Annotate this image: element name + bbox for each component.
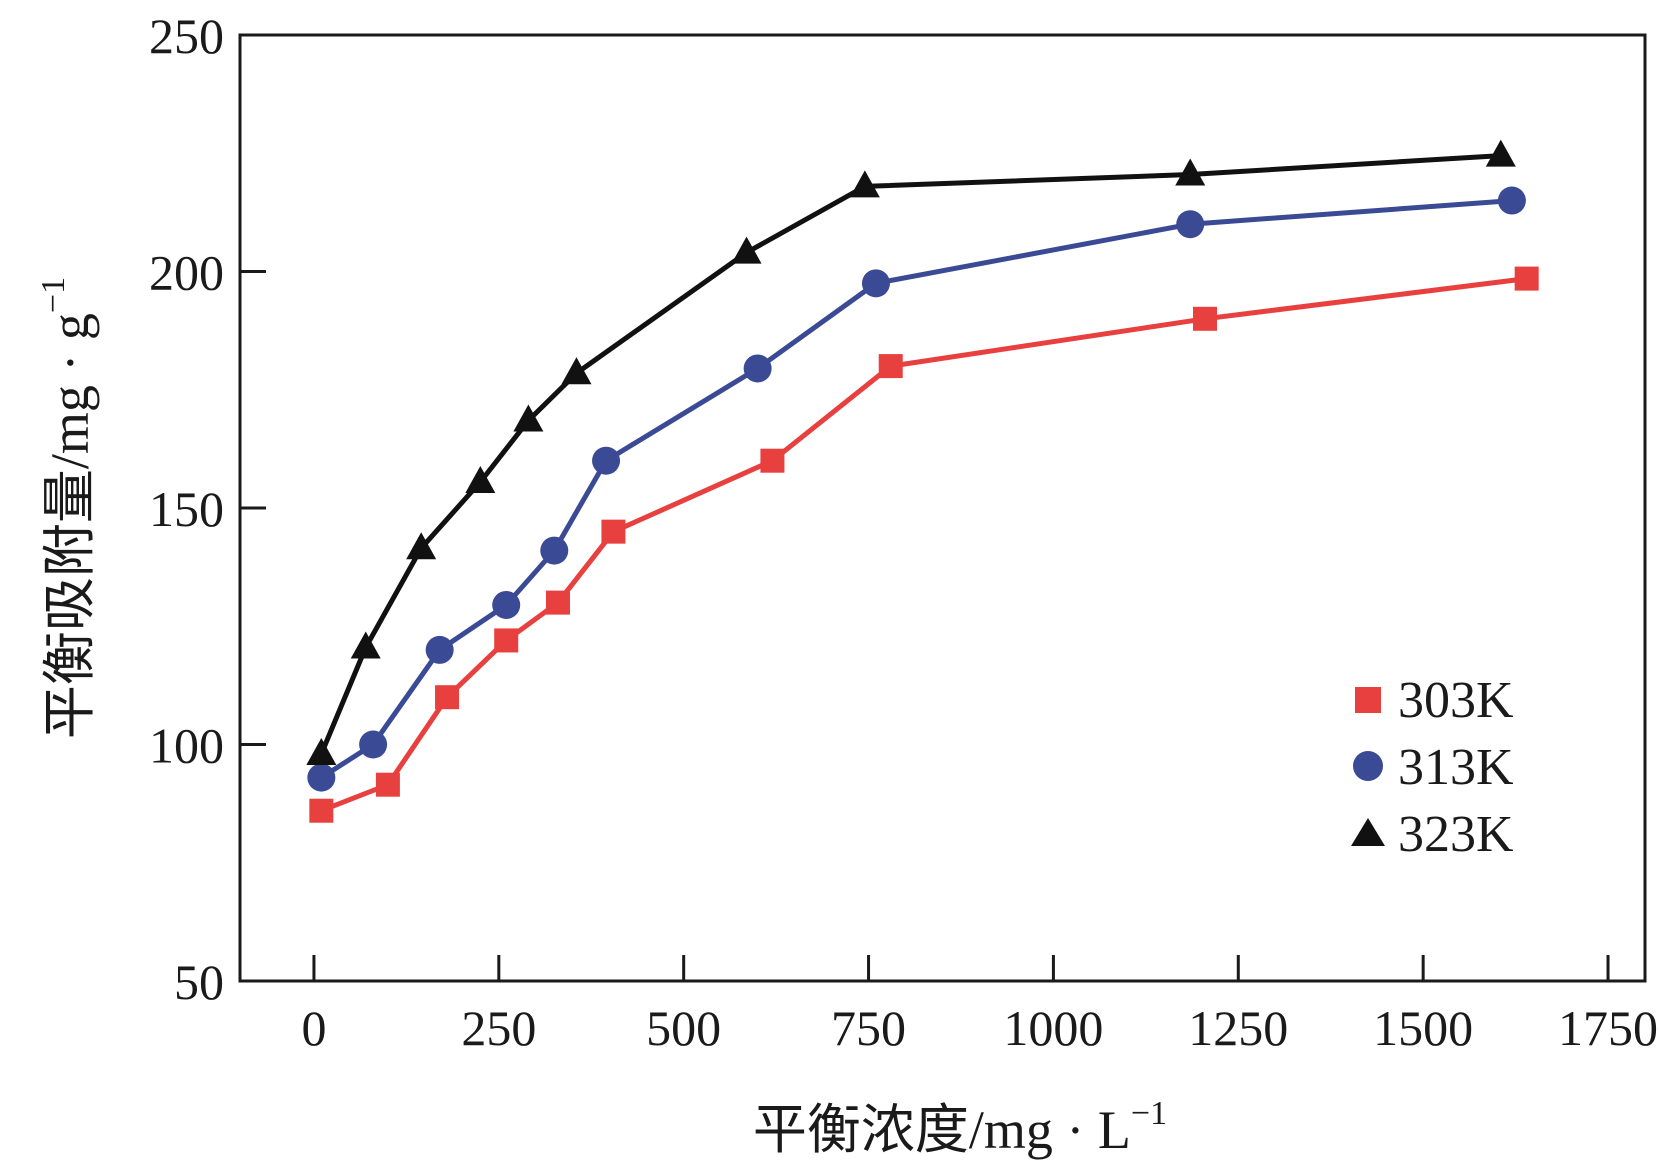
y-axis-title: 平衡吸附量/mg · g−1 [35, 277, 100, 739]
data-point-323k [513, 404, 544, 432]
y-axis-ticks: 50 100 150 200 250 [149, 8, 266, 1010]
data-point-313k [861, 269, 890, 298]
data-point-313k [1497, 186, 1526, 215]
data-point-313k [425, 635, 454, 664]
data-point-323k [406, 532, 437, 560]
x-tick-label: 250 [461, 1000, 536, 1056]
data-point-313k [540, 536, 569, 565]
legend-label-323k: 323K [1398, 806, 1514, 863]
y-tick-label: 150 [149, 481, 224, 537]
series-line-323k [318, 153, 1501, 755]
data-point-303k [878, 354, 903, 379]
x-tick-label: 1250 [1188, 1000, 1288, 1056]
series-layer [306, 139, 1539, 823]
data-point-313k [359, 730, 388, 759]
data-point-313k [307, 763, 336, 792]
x-tick-label: 1500 [1373, 1000, 1473, 1056]
legend-marker-313k [1353, 751, 1383, 781]
data-point-303k [375, 772, 400, 797]
data-point-323k [1175, 158, 1206, 186]
data-point-303k [309, 798, 334, 823]
data-point-303k [601, 519, 626, 544]
data-point-323k [849, 170, 880, 198]
data-point-313k [1176, 210, 1205, 239]
series-303k [309, 266, 1539, 823]
data-point-323k [306, 737, 337, 765]
series-line-303k [320, 276, 1528, 814]
data-point-303k [435, 685, 460, 710]
y-tick-label: 250 [149, 8, 224, 64]
legend-label-303k: 303K [1398, 672, 1514, 729]
data-point-303k [545, 590, 570, 615]
y-tick-label: 100 [149, 718, 224, 774]
data-point-323k [731, 236, 762, 264]
data-point-313k [492, 590, 521, 619]
x-tick-label: 500 [646, 1000, 721, 1056]
x-tick-label: 1000 [1003, 1000, 1103, 1056]
data-point-303k [494, 628, 519, 653]
data-point-313k [743, 354, 772, 383]
data-point-303k [1193, 306, 1218, 331]
data-point-313k [592, 446, 621, 475]
x-tick-label: 750 [831, 1000, 906, 1056]
y-tick-label: 50 [174, 954, 224, 1010]
data-point-323k [350, 631, 381, 659]
data-point-323k [561, 357, 592, 385]
data-point-303k [760, 448, 785, 473]
x-tick-label: 0 [301, 1000, 326, 1056]
legend-label-313k: 313K [1398, 739, 1514, 796]
legend-marker-303k [1355, 687, 1381, 713]
legend-marker-323k [1351, 818, 1385, 846]
x-axis-title-superscript: −1 [1131, 1095, 1167, 1132]
x-tick-label: 1750 [1558, 1000, 1658, 1056]
x-axis-ticks: 0 250 500 750 1000 1250 1500 1750 [301, 955, 1658, 1056]
data-point-323k [465, 465, 496, 493]
y-tick-label: 200 [149, 245, 224, 301]
legend: 303K 313K 323K [1351, 672, 1514, 863]
series-313k [307, 186, 1526, 792]
series-323k [306, 139, 1516, 765]
y-axis-title-superscript: −1 [35, 277, 72, 313]
data-point-303k [1514, 266, 1539, 291]
x-axis-title: 平衡浓度/mg · L−1 [753, 1095, 1167, 1160]
data-point-323k [1485, 139, 1516, 167]
series-line-313k [319, 198, 1513, 780]
